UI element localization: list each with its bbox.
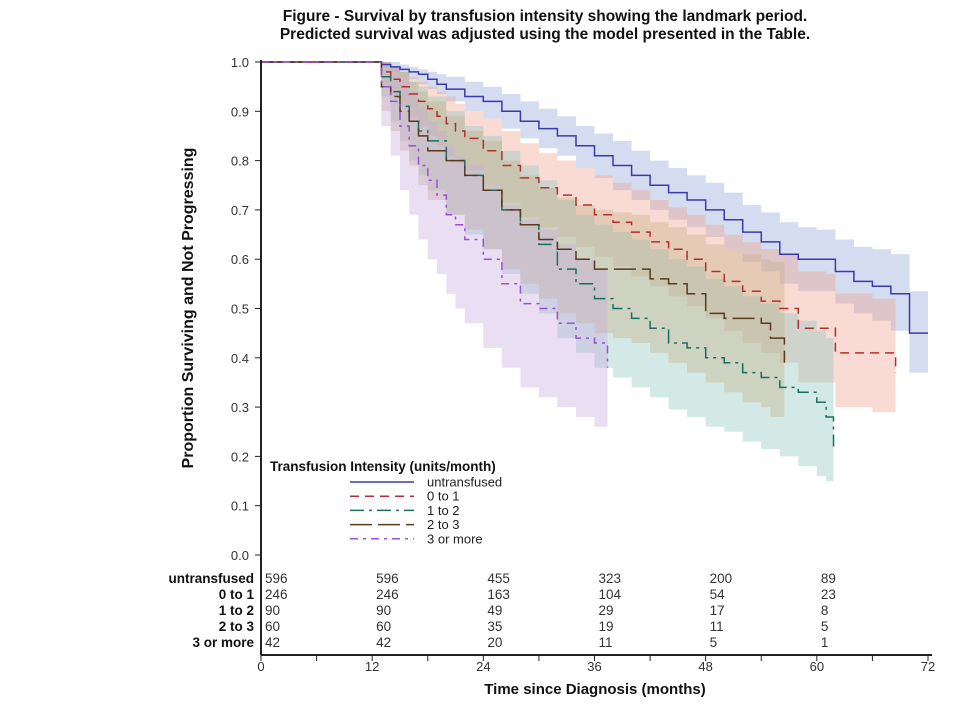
risk-count: 455 [487, 571, 510, 586]
risk-row-label: untransfused [168, 571, 254, 586]
risk-row-label: 1 to 2 [219, 603, 254, 618]
risk-count: 104 [599, 587, 622, 602]
risk-count: 49 [487, 603, 502, 618]
y-tick-label: 0.9 [231, 104, 249, 119]
y-tick-label: 0.1 [231, 499, 249, 514]
legend-title: Transfusion Intensity (units/month) [270, 459, 496, 474]
legend: Transfusion Intensity (units/month) untr… [270, 459, 502, 546]
risk-count: 5 [821, 619, 829, 634]
survival-curve-3-or-more [261, 61, 609, 368]
risk-count: 246 [265, 587, 288, 602]
risk-count: 11 [599, 635, 613, 650]
axes: 0.0 0.1 0.2 0.3 0.4 0.5 0.6 0.7 0.8 0.9 1.0 0 12 24 36… [231, 55, 935, 674]
y-tick-label: 0.8 [231, 154, 249, 169]
legend-label: 1 to 2 [427, 503, 460, 518]
risk-count: 20 [487, 635, 502, 650]
y-tick-label: 0.7 [231, 203, 249, 218]
risk-count: 60 [376, 619, 391, 634]
risk-count: 54 [710, 587, 726, 602]
confidence-bands [261, 62, 928, 491]
x-tick-label: 72 [921, 659, 935, 674]
x-tick-label: 24 [476, 659, 490, 674]
risk-count: 596 [376, 571, 399, 586]
risk-count: 163 [487, 587, 510, 602]
risk-count: 1 [821, 635, 829, 650]
confidence-band-1-to-2 [261, 62, 834, 491]
confidence-band-2-to-3 [261, 62, 785, 437]
risk-count: 29 [599, 603, 614, 618]
risk-row-label: 0 to 1 [219, 587, 255, 602]
risk-count: 8 [821, 603, 829, 618]
survival-curve-1-to-2 [261, 61, 835, 447]
risk-count: 35 [487, 619, 502, 634]
confidence-band-3-or-more [261, 62, 608, 437]
risk-count: 42 [265, 635, 280, 650]
risk-count: 90 [376, 603, 391, 618]
survival-curve-untransfused [261, 61, 928, 334]
risk-count: 90 [265, 603, 280, 618]
title-line-2: Predicted survival was adjusted using th… [279, 26, 811, 43]
x-tick-label: 36 [587, 659, 601, 674]
y-axis-label: Proportion Surviving and Not Progressing [180, 148, 197, 469]
x-tick-label: 60 [810, 659, 824, 674]
x-axis-label: Time since Diagnosis (months) [484, 681, 705, 698]
risk-count: 89 [821, 571, 836, 586]
risk-count: 246 [376, 587, 399, 602]
risk-count: 60 [265, 619, 280, 634]
risk-row-label: 3 or more [192, 635, 254, 650]
title-line-1: Figure - Survival by transfusion intensi… [282, 8, 808, 25]
y-tick-label: 0.6 [231, 252, 249, 267]
y-tick-label: 0.3 [231, 400, 249, 415]
risk-row-label: 2 to 3 [219, 619, 255, 634]
figure-title: Figure - Survival by transfusion intensi… [130, 8, 960, 44]
legend-label: 0 to 1 [427, 489, 460, 504]
x-tick-label: 12 [365, 659, 379, 674]
risk-count: 19 [599, 619, 614, 634]
risk-count: 5 [710, 635, 718, 650]
risk-count: 596 [265, 571, 288, 586]
risk-table: untransfused 596 596 455 323 200 89 0 to 1 246 24… [168, 571, 835, 650]
y-tick-label: 0.4 [231, 351, 249, 366]
risk-count: 23 [821, 587, 836, 602]
y-tick-label: 1.0 [231, 55, 249, 70]
risk-count: 323 [599, 571, 622, 586]
y-tick-label: 0.0 [231, 548, 249, 563]
x-tick-label: 0 [257, 659, 264, 674]
survival-curves [261, 61, 928, 447]
survival-curve-2-to-3 [261, 61, 786, 363]
legend-label: untransfused [427, 475, 502, 490]
risk-count: 200 [710, 571, 733, 586]
confidence-band-0-to-1 [261, 62, 896, 422]
legend-label: 3 or more [427, 531, 483, 546]
risk-count: 42 [376, 635, 391, 650]
risk-count: 17 [710, 603, 725, 618]
x-tick-label: 48 [698, 659, 712, 674]
legend-label: 2 to 3 [427, 517, 460, 532]
y-tick-label: 0.5 [231, 302, 249, 317]
survival-curve-0-to-1 [261, 61, 897, 373]
risk-count: 11 [710, 619, 724, 634]
y-tick-label: 0.2 [231, 449, 249, 464]
